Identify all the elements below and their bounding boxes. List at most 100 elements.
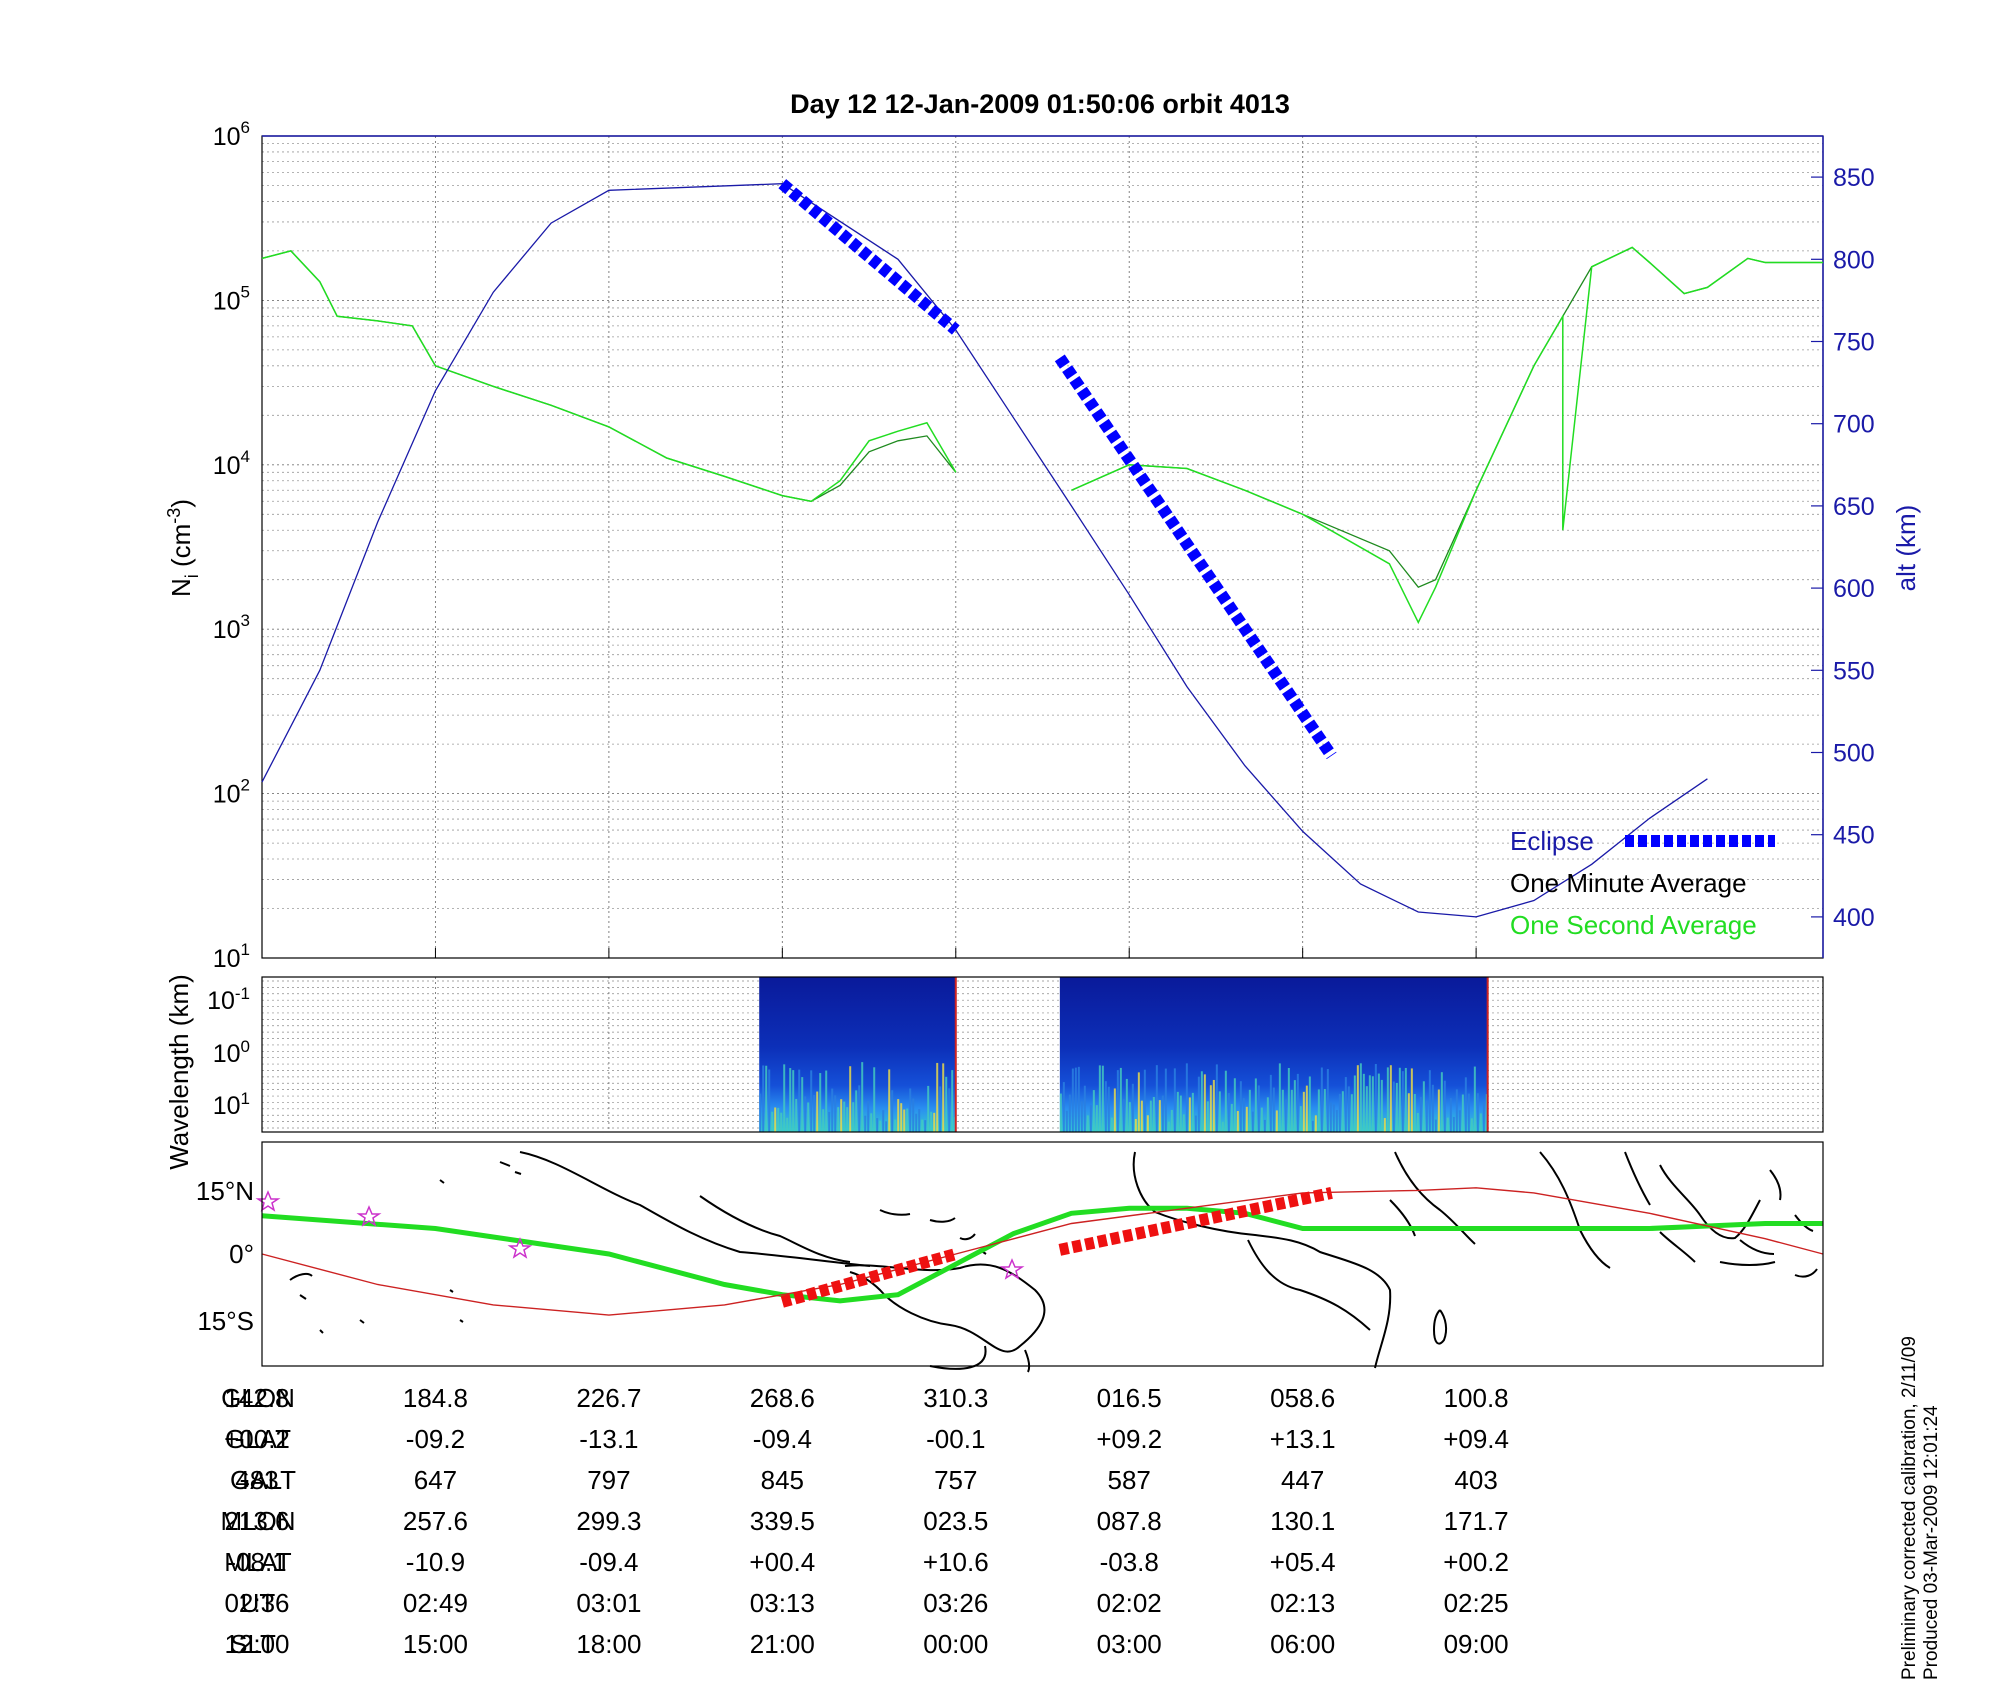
spectrogram-column <box>951 1070 954 1132</box>
left-axis-label: Ni (cm-3) <box>164 499 202 597</box>
table-cell: 339.5 <box>750 1506 815 1536</box>
ni-unit: (cm <box>166 524 196 575</box>
mid-tick-label: 100 <box>213 1037 250 1068</box>
table-cell: -13.1 <box>579 1424 638 1454</box>
spectrogram-column <box>774 1107 777 1132</box>
spectrogram-column <box>1374 1064 1377 1132</box>
southeast-asia-coast <box>1659 1164 1818 1278</box>
spectrogram-column <box>1353 1075 1356 1132</box>
spectrogram-column <box>918 1109 921 1132</box>
coastline-outlines <box>289 1151 1818 1373</box>
spectrogram-column <box>1461 1094 1464 1132</box>
table-cell: +10.6 <box>923 1547 989 1577</box>
table-cell: +09.2 <box>1096 1424 1162 1454</box>
table-cell: +09.4 <box>1443 1424 1509 1454</box>
spectrogram-column <box>1266 1097 1269 1132</box>
spectrogram-column <box>1191 1092 1194 1132</box>
table-row-label: SLT <box>230 1629 276 1659</box>
right-tick-label: 700 <box>1833 411 1875 439</box>
spectrogram-column <box>1188 1097 1191 1132</box>
spectrogram-column <box>1176 1091 1179 1132</box>
spectrogram-column <box>1269 1074 1272 1132</box>
spectrogram-column <box>1257 1085 1260 1132</box>
spectrogram-column <box>1377 1073 1380 1132</box>
spectrogram-column <box>1440 1072 1443 1132</box>
spectrogram-column <box>807 1102 810 1132</box>
spectrogram-column <box>1065 1110 1068 1132</box>
left-tick-label: 101 <box>213 940 250 973</box>
spectrogram-column <box>1140 1100 1143 1132</box>
right-tick-label: 400 <box>1833 904 1875 932</box>
spectrogram-column <box>1425 1100 1428 1132</box>
spectrogram-column <box>1155 1065 1158 1132</box>
spectrogram-column <box>1179 1095 1182 1132</box>
tick-exponent: 5 <box>241 282 250 301</box>
spectrogram-column <box>1407 1093 1410 1132</box>
spectrogram-column <box>1209 1085 1212 1132</box>
caribbean-islands <box>879 1209 987 1255</box>
table-cell: 130.1 <box>1270 1506 1335 1536</box>
spectrogram-column <box>1302 1091 1305 1132</box>
mid-tick-label: 10-1 <box>207 984 250 1015</box>
spectrogram-column <box>1365 1086 1368 1132</box>
spectrogram-column <box>1476 1093 1479 1132</box>
spectrogram-column <box>783 1064 786 1132</box>
spectrogram-column <box>1455 1089 1458 1132</box>
spectrogram-column <box>1389 1065 1392 1132</box>
eclipse-segment <box>778 179 960 335</box>
table-cell: 058.6 <box>1270 1383 1335 1413</box>
spectrogram-column <box>1398 1067 1401 1132</box>
one-minute-line <box>1071 246 1823 588</box>
star-icon <box>255 1190 281 1212</box>
left-tick-label: 106 <box>213 118 250 151</box>
table-cell: -10.9 <box>406 1547 465 1577</box>
spectrogram-column <box>1473 1066 1476 1132</box>
spectrogram-column <box>903 1109 906 1132</box>
tick-exponent: 6 <box>241 118 250 137</box>
spectrogram-column <box>927 1085 930 1132</box>
spectrogram-column <box>1338 1093 1341 1132</box>
spectrogram-column <box>831 1088 834 1132</box>
spectrogram-column <box>1068 1094 1071 1132</box>
spectrogram-column <box>1335 1109 1338 1132</box>
spectrogram-column <box>1467 1093 1470 1132</box>
spectrogram-column <box>1215 1064 1218 1132</box>
spectrogram-column <box>792 1070 795 1132</box>
left-tick-label: 102 <box>213 776 250 809</box>
tick-exponent: 3 <box>241 611 250 630</box>
spectrogram-column <box>1344 1077 1347 1132</box>
left-tick-label: 104 <box>213 447 250 480</box>
left-tick-label: 103 <box>213 611 250 644</box>
spectrogram-column <box>1239 1081 1242 1132</box>
table-cell: 016.5 <box>1097 1383 1162 1413</box>
spectrogram-column <box>840 1099 843 1132</box>
lat-tick-label: 15°S <box>197 1306 254 1336</box>
left-tick-label: 105 <box>213 282 250 315</box>
table-cell: -08.1 <box>227 1547 286 1577</box>
legend-second-label: One Second Average <box>1510 910 1757 940</box>
table-row-label: GLON <box>221 1383 295 1413</box>
spectrogram-column <box>837 1107 840 1132</box>
ni-close: ) <box>166 499 196 508</box>
spectrogram-column <box>1089 1105 1092 1132</box>
spectrogram-column <box>1218 1091 1221 1132</box>
pacific-islands <box>289 1161 522 1334</box>
table-row-label: MLAT <box>224 1547 292 1577</box>
spectrogram-column <box>909 1088 912 1132</box>
table-cell: 03:13 <box>750 1588 815 1618</box>
spectrogram-column <box>1245 1106 1248 1132</box>
top-series <box>261 179 1823 918</box>
spectrogram-column <box>921 1119 924 1132</box>
spectrogram-column <box>1293 1080 1296 1132</box>
spectrogram-column <box>1164 1068 1167 1132</box>
spectrogram-column <box>1110 1117 1113 1132</box>
spectrogram-column <box>1092 1090 1095 1132</box>
right-tick-label: 800 <box>1833 246 1875 274</box>
spectrogram-blocks <box>759 977 1489 1132</box>
spectrogram-column <box>1371 1076 1374 1132</box>
left-axis-ticks: 101 102 103 104 105 106 <box>213 118 250 973</box>
spectrogram-column <box>1308 1076 1311 1132</box>
map-series <box>261 1187 1824 1316</box>
spectrogram-column <box>1332 1104 1335 1132</box>
